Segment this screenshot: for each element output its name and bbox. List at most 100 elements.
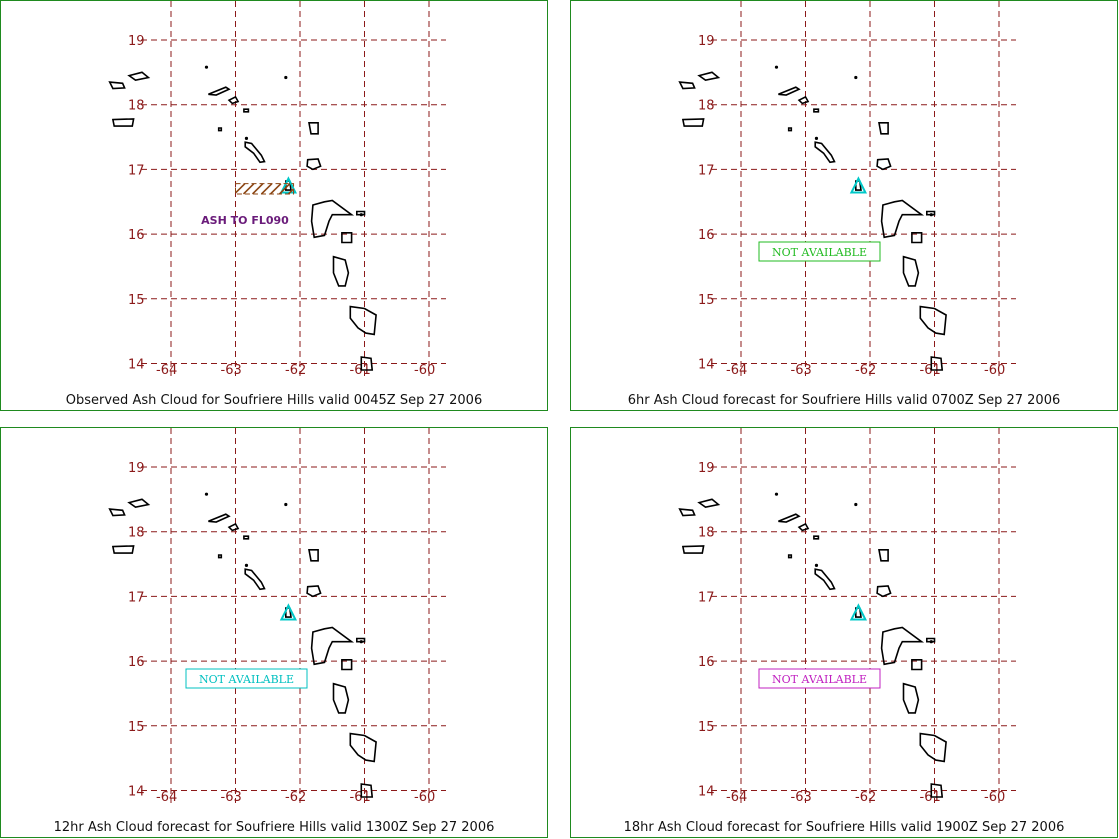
anguilla-island	[778, 513, 801, 523]
lon-tick-label: -60	[984, 363, 1005, 378]
st-kitts-island	[244, 141, 266, 164]
anguilla-island	[778, 86, 801, 96]
st-lucia-island	[930, 783, 944, 798]
lon-tick-label: -63	[221, 790, 242, 805]
antigua-island	[876, 585, 892, 598]
lon-tick-label: -61	[350, 790, 371, 805]
st-lucia-island	[360, 356, 374, 371]
desirade-island	[925, 637, 936, 643]
lat-tick-label: 15	[128, 720, 145, 735]
forecast-12hr-panel: 19 18 17 16 15 14 -64 -63 -62 -61 -60 NOT AVAILABLE…	[0, 427, 548, 838]
lat-tick-label: 18	[698, 526, 715, 541]
lon-tick-label: -63	[221, 363, 242, 378]
desirade-island	[355, 210, 366, 216]
panel-caption: 6hr Ash Cloud forecast for Soufriere Hil…	[627, 393, 1061, 408]
virgin-islands-1	[678, 508, 696, 517]
lat-tick-label: 19	[698, 34, 715, 49]
lon-tick-label: -64	[726, 363, 747, 378]
st-barthelemy-island	[243, 108, 250, 113]
virgin-islands-2	[697, 71, 721, 81]
antigua-island	[876, 158, 892, 171]
lat-tick-label: 16	[698, 228, 715, 243]
virgin-islands-1	[108, 508, 126, 517]
st-barthelemy-island	[813, 108, 820, 113]
st-croix-island	[681, 545, 705, 554]
saba-island	[787, 554, 793, 559]
virgin-islands-2	[697, 498, 721, 508]
st-croix-island	[111, 545, 135, 554]
marie-galante-island	[341, 232, 353, 244]
lat-tick-label: 15	[698, 720, 715, 735]
islet-dot	[814, 136, 819, 140]
lat-tick-label: 14	[128, 785, 145, 800]
lat-tick-label: 16	[698, 655, 715, 670]
barbuda-island	[878, 549, 889, 562]
st-croix-island	[681, 118, 705, 127]
lon-tick-label: -62	[285, 363, 306, 378]
lat-tick-label: 19	[128, 461, 145, 476]
islet-dot	[774, 65, 779, 69]
lon-tick-label: -62	[855, 363, 876, 378]
islet-dot	[284, 75, 288, 80]
lat-tick-label: 14	[128, 358, 145, 373]
virgin-islands-1	[108, 81, 126, 90]
lon-tick-label: -62	[285, 790, 306, 805]
lon-tick-label: -61	[920, 363, 941, 378]
status-text: NOT AVAILABLE	[772, 246, 867, 259]
desirade-island	[355, 637, 366, 643]
islet-dot	[854, 75, 858, 80]
lat-tick-label: 14	[698, 358, 715, 373]
marie-galante-island	[341, 659, 353, 671]
dominica-island	[332, 682, 350, 714]
islet-dot	[774, 492, 779, 496]
lat-tick-label: 18	[128, 526, 145, 541]
anguilla-island	[208, 513, 231, 523]
st-barthelemy-island	[243, 535, 250, 540]
lat-tick-label: 19	[698, 461, 715, 476]
guadeloupe-island	[880, 626, 925, 666]
martinique-island	[919, 732, 947, 763]
triangle-icon	[849, 176, 868, 194]
anguilla-island	[208, 86, 231, 96]
map-canvas: 19 18 17 16 15 14 -64 -63 -62 -61 -60 NOT AVAILABLE	[108, 428, 446, 805]
dominica-island	[902, 255, 920, 287]
barbuda-island	[308, 549, 319, 562]
islet-dot	[929, 640, 933, 644]
status-text: NOT AVAILABLE	[772, 673, 867, 686]
forecast-18hr-panel: 19 18 17 16 15 14 -64 -63 -62 -61 -60 NOT AVAILABLE…	[570, 427, 1118, 838]
montserrat-island	[854, 180, 862, 191]
islet-dot	[204, 65, 209, 69]
islet-dot	[204, 492, 209, 496]
st-kitts-island	[814, 141, 836, 164]
forecast-6hr-panel: 19 18 17 16 15 14 -64 -63 -62 -61 -60 NOT AVAILABLE…	[570, 0, 1118, 411]
st-martin-island	[227, 95, 240, 105]
ash-height-label: ASH TO FL090	[201, 214, 289, 227]
virgin-islands-2	[127, 71, 151, 81]
st-kitts-island	[814, 568, 836, 591]
virgin-islands-1	[678, 81, 696, 90]
lon-tick-label: -62	[855, 790, 876, 805]
lon-tick-label: -63	[791, 790, 812, 805]
barbuda-island	[878, 122, 889, 135]
saba-island	[787, 127, 793, 132]
st-martin-island	[797, 522, 810, 532]
saba-island	[217, 127, 223, 132]
st-martin-island	[227, 522, 240, 532]
st-barthelemy-island	[813, 535, 820, 540]
not-available-box: NOT AVAILABLE	[758, 241, 881, 262]
triangle-icon	[279, 603, 298, 621]
lon-tick-label: -64	[156, 363, 177, 378]
map-canvas: 19 18 17 16 15 14 -64 -63 -62 -61 -60 NOT AVAILABLE	[678, 428, 1016, 805]
lon-tick-label: -63	[791, 363, 812, 378]
dominica-island	[332, 255, 350, 287]
islet-dot	[929, 213, 933, 217]
virgin-islands-2	[127, 498, 151, 508]
lat-tick-label: 15	[128, 293, 145, 308]
guadeloupe-island	[880, 199, 925, 239]
dominica-island	[902, 682, 920, 714]
marie-galante-island	[911, 659, 923, 671]
triangle-icon	[279, 176, 298, 194]
st-lucia-island	[930, 356, 944, 371]
not-available-box: NOT AVAILABLE	[758, 668, 881, 689]
guadeloupe-island	[310, 199, 355, 239]
